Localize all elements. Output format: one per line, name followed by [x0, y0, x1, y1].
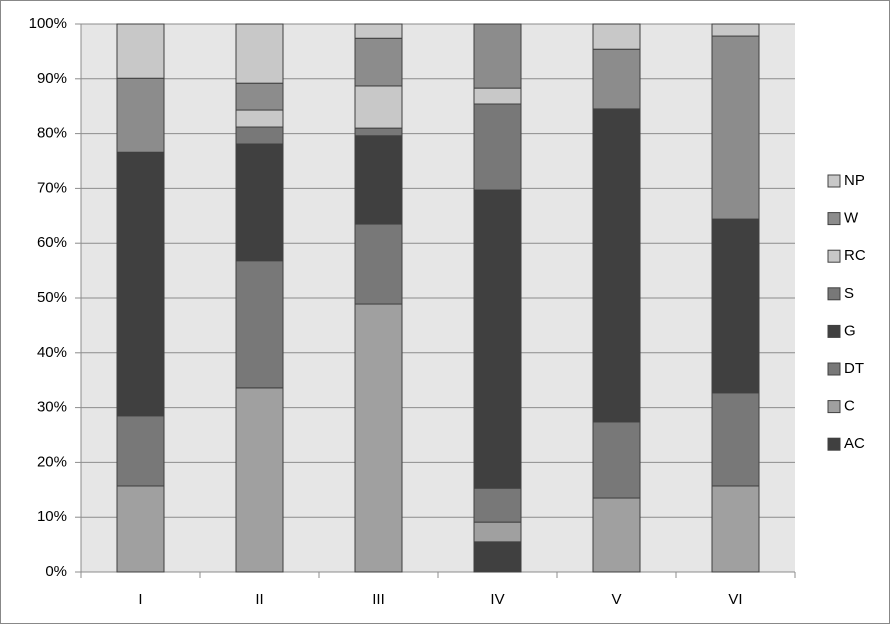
bar-segment	[354, 127, 403, 137]
bar-segment	[592, 497, 641, 573]
bar-segment	[116, 415, 165, 487]
bar-segment	[354, 85, 403, 129]
legend-swatch	[827, 400, 841, 414]
bar-segment	[116, 77, 165, 153]
x-tick-label: I	[138, 591, 142, 608]
legend-swatch	[827, 212, 841, 226]
y-tick-label: 100%	[29, 15, 67, 32]
legend-label: RC	[844, 247, 866, 264]
y-tick-label: 0%	[45, 563, 67, 580]
bar-segment	[473, 189, 522, 489]
x-tick-label: V	[611, 591, 621, 608]
y-tick-label: 70%	[37, 179, 67, 196]
bar-segment	[473, 521, 522, 543]
y-tick-label: 90%	[37, 70, 67, 87]
bar-segment	[711, 485, 760, 573]
bar-segment	[473, 541, 522, 573]
bar-segment	[235, 143, 284, 262]
legend-label: NP	[844, 172, 865, 189]
legend-label: S	[844, 285, 854, 302]
bar-segment	[711, 23, 760, 37]
x-tick-label: II	[255, 591, 263, 608]
x-tick-label: VI	[728, 591, 742, 608]
legend-label: C	[844, 398, 855, 415]
x-tick-label: IV	[490, 591, 504, 608]
bar-segment	[711, 392, 760, 487]
bar-segment	[116, 151, 165, 417]
legend-swatch	[827, 287, 841, 301]
legend-swatch	[827, 249, 841, 263]
bar-segment	[235, 23, 284, 84]
y-tick-label: 30%	[37, 399, 67, 416]
bar-segment	[592, 48, 641, 110]
legend-swatch	[827, 437, 841, 451]
bar-segment	[354, 223, 403, 305]
bar-segment	[235, 126, 284, 145]
bar-segment	[592, 23, 641, 50]
legend-swatch	[827, 362, 841, 376]
bar-segment	[592, 421, 641, 499]
bar-segment	[473, 23, 522, 89]
x-tick-label: III	[372, 591, 385, 608]
bar-segment	[354, 37, 403, 87]
legend-label: G	[844, 322, 856, 339]
y-tick-label: 80%	[37, 125, 67, 142]
bar-segment	[473, 103, 522, 191]
bar-segment	[354, 135, 403, 225]
bar-segment	[473, 87, 522, 105]
bar-segment	[116, 23, 165, 79]
legend-label: W	[844, 210, 859, 227]
bar-segment	[354, 23, 403, 39]
legend-swatch	[827, 174, 841, 188]
y-tick-label: 40%	[37, 344, 67, 361]
y-tick-label: 60%	[37, 234, 67, 251]
y-tick-label: 50%	[37, 289, 67, 306]
bar-segment	[711, 218, 760, 394]
bar-segment	[473, 487, 522, 523]
bar-segment	[354, 303, 403, 573]
bar-segment	[711, 35, 760, 220]
bar-segment	[235, 109, 284, 128]
bar-segment	[235, 82, 284, 111]
y-tick-label: 10%	[37, 508, 67, 525]
legend-swatch	[827, 324, 841, 338]
legend-label: AC	[844, 435, 865, 452]
y-tick-label: 20%	[37, 453, 67, 470]
legend-label: DT	[844, 360, 864, 377]
bar-segment	[235, 387, 284, 573]
bar-segment	[235, 260, 284, 389]
bar-segment	[116, 485, 165, 573]
bar-segment	[592, 108, 641, 423]
